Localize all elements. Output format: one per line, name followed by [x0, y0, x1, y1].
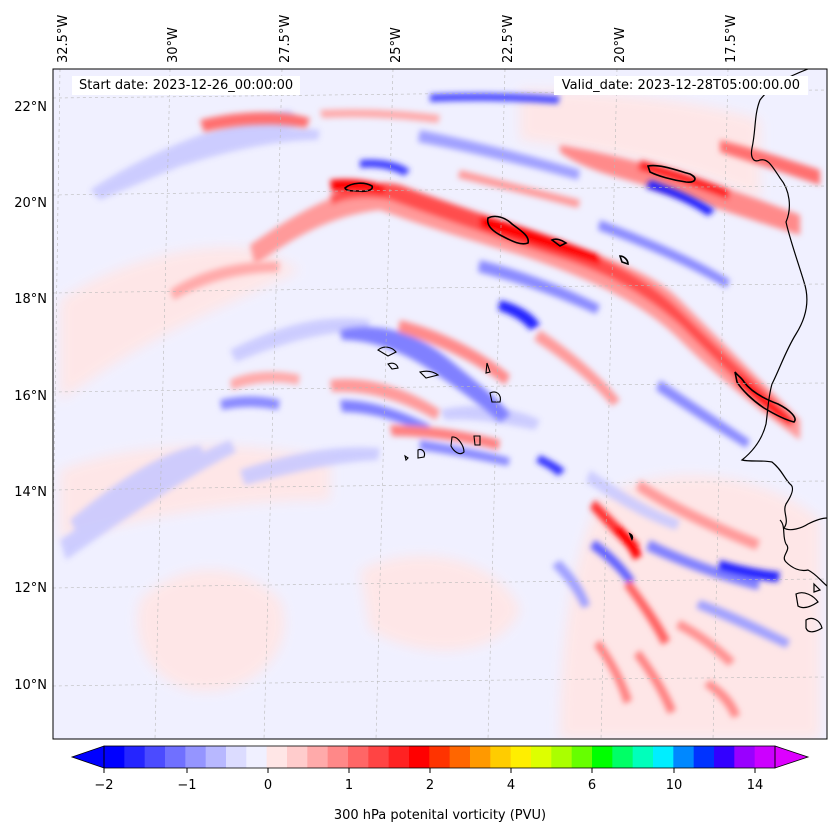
- pv-field: [53, 69, 827, 739]
- colorbar-over-arrow: [774, 745, 810, 769]
- colorbar-tick-label: 0: [264, 778, 272, 793]
- colorbar-swatch: [429, 746, 451, 768]
- map-panel: [52, 68, 828, 740]
- colorbar-swatches: [104, 746, 776, 768]
- colorbar-tick-label: −1: [177, 778, 196, 793]
- colorbar-swatch: [205, 746, 227, 768]
- pv-2pvu-contours: [344, 164, 796, 541]
- colorbar-swatch: [409, 746, 430, 768]
- lat-label: 12°N: [14, 581, 47, 596]
- pv-top-band: [320, 92, 560, 123]
- lon-label: 25°W: [389, 27, 404, 63]
- colorbar-swatch: [327, 746, 349, 768]
- colorbar-outline: [103, 745, 776, 769]
- colorbar-swatch: [470, 746, 491, 768]
- lon-label: 17.5°W: [724, 15, 739, 63]
- lat-label: 14°N: [14, 485, 47, 500]
- pv-light-negative-areas: [60, 110, 680, 560]
- longitude-labels: 32.5°W 30°W 27.5°W 25°W 22.5°W 20°W 17.5…: [56, 15, 739, 63]
- valid-date-label: Valid_date: 2023-12-28T05:00:00.00: [553, 76, 808, 95]
- colorbar-swatch: [510, 746, 532, 768]
- colorbar-swatch: [185, 746, 207, 768]
- colorbar-swatch: [226, 746, 247, 768]
- coastline: [740, 69, 827, 633]
- start-date-label: Start date: 2023-12-26_00:00:00: [72, 76, 301, 95]
- lat-label: 16°N: [14, 389, 47, 404]
- colorbar-swatch: [104, 746, 125, 768]
- colorbar-swatch: [693, 746, 715, 768]
- colorbar-swatch: [246, 746, 268, 768]
- colorbar-ticks: −2 −1 0 1 2 4 6 10 14: [94, 768, 763, 793]
- colorbar-swatch: [449, 746, 471, 768]
- colorbar-swatch: [490, 746, 512, 768]
- colorbar-swatch: [531, 746, 552, 768]
- pv-middle-bands: [170, 130, 750, 476]
- colorbar-swatch: [571, 746, 593, 768]
- colorbar-swatch: [551, 746, 573, 768]
- colorbar-tick-label: 14: [747, 778, 764, 793]
- colorbar-swatch: [612, 746, 634, 768]
- colorbar-swatch: [632, 746, 654, 768]
- pv-northeast-band: [200, 112, 820, 235]
- lat-label: 18°N: [14, 292, 47, 307]
- colorbar-swatch: [592, 746, 613, 768]
- colorbar-swatch: [348, 746, 369, 768]
- colorbar-under-arrow: [70, 745, 105, 769]
- colorbar-title: 300 hPa potenital vorticity (PVU): [333, 808, 547, 823]
- colorbar-swatch: [307, 746, 329, 768]
- graticule: [53, 69, 827, 739]
- lon-label: 27.5°W: [278, 15, 293, 63]
- lon-label: 20°W: [613, 27, 628, 63]
- lon-label: 30°W: [166, 27, 181, 63]
- colorbar-swatch: [673, 746, 695, 768]
- colorbar-tick-label: −2: [94, 778, 113, 793]
- colorbar-swatch: [388, 746, 410, 768]
- colorbar-swatch: [124, 746, 146, 768]
- latitude-labels: 22°N 20°N 18°N 16°N 14°N 12°N 10°N: [14, 100, 47, 693]
- colorbar-swatch: [266, 746, 288, 768]
- colorbar-tick-label: 2: [426, 778, 434, 793]
- colorbar-swatch: [734, 746, 756, 768]
- lat-label: 22°N: [14, 100, 47, 115]
- colorbar-tick-label: 1: [345, 778, 353, 793]
- lon-label: 22.5°W: [501, 15, 516, 63]
- lat-label: 10°N: [14, 678, 47, 693]
- colorbar-swatch: [653, 746, 674, 768]
- lon-label: 32.5°W: [56, 15, 71, 63]
- map-frame: [52, 68, 828, 740]
- colorbar: −2 −1 0 1 2 4 6 10 14: [70, 745, 810, 793]
- colorbar-swatch: [165, 746, 186, 768]
- colorbar-swatch: [287, 746, 308, 768]
- colorbar-tick-label: 4: [507, 778, 515, 793]
- pv-southeast-waves: [552, 480, 790, 718]
- colorbar-tick-label: 6: [588, 778, 596, 793]
- colorbar-tick-label: 10: [666, 778, 683, 793]
- colorbar-swatch: [754, 746, 776, 768]
- lat-label: 20°N: [14, 196, 47, 211]
- island-outlines: [377, 346, 501, 462]
- colorbar-swatch: [144, 746, 166, 768]
- colorbar-swatch: [368, 746, 390, 768]
- colorbar-swatch: [714, 746, 735, 768]
